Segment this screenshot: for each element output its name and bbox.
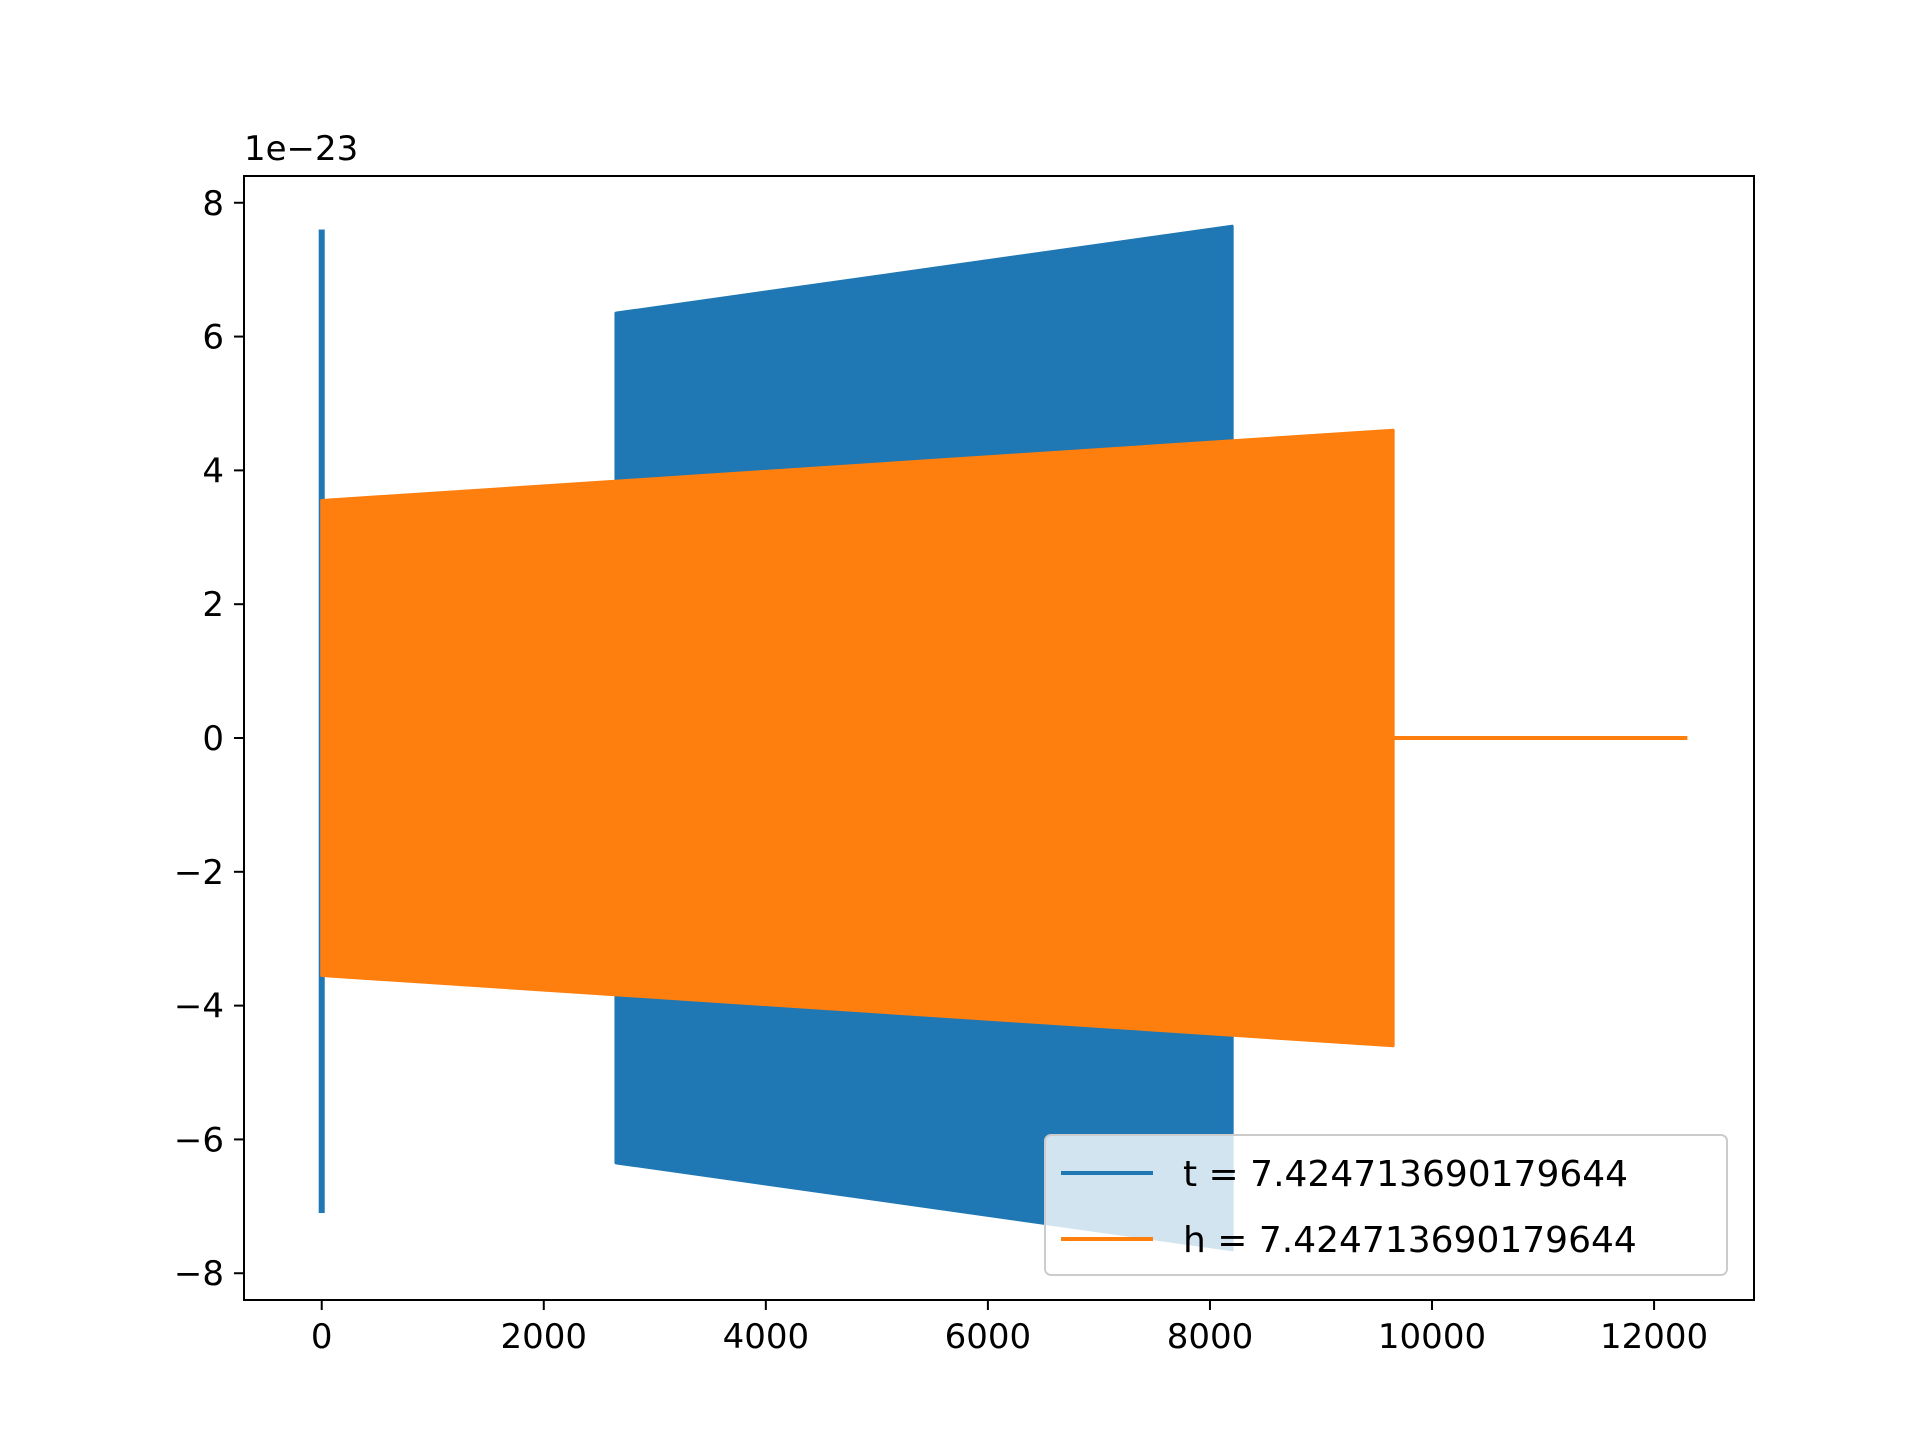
y-tick-label: −6: [174, 1120, 224, 1160]
x-tick-label: 6000: [945, 1317, 1032, 1357]
x-axis: 0 2000 4000 6000 8000 10000 12000: [311, 1300, 1708, 1357]
y-tick-label: −4: [174, 987, 224, 1027]
x-tick-label: 12000: [1600, 1317, 1708, 1357]
legend-label-2: h = 7.424713690179644: [1183, 1220, 1637, 1261]
x-tick-label: 2000: [501, 1317, 588, 1357]
y-tick-label: 2: [202, 585, 224, 625]
series-2: [320, 428, 1688, 1048]
plot-marks: [318, 224, 1688, 1252]
legend-label-1: t = 7.424713690179644: [1183, 1154, 1628, 1195]
y-tick-label: 8: [202, 184, 224, 224]
y-tick-label: 0: [202, 719, 224, 759]
x-tick-label: 10000: [1378, 1317, 1486, 1357]
x-tick-label: 4000: [723, 1317, 810, 1357]
y-tick-label: 4: [202, 451, 224, 491]
x-tick-label: 0: [311, 1317, 333, 1357]
y-tick-label: −2: [174, 853, 224, 893]
series-2-envelope-1: [320, 428, 1395, 1048]
y-tick-label: 6: [202, 318, 224, 358]
legend-box: [1044, 1134, 1728, 1276]
y-axis: −8 −6 −4 −2 0 2 4 6 8: [174, 184, 244, 1294]
x-tick-label: 8000: [1167, 1317, 1254, 1357]
y-axis-offset-label: 1e−23: [244, 129, 358, 169]
legend: t = 7.424713690179644 h = 7.4247136901796…: [1044, 1134, 1728, 1276]
y-tick-label: −8: [174, 1254, 224, 1294]
